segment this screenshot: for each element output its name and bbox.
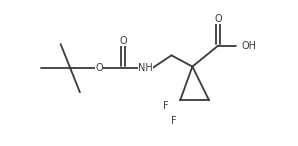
Text: F: F xyxy=(163,101,169,111)
Text: NH: NH xyxy=(138,63,153,73)
Text: O: O xyxy=(119,36,127,46)
Text: F: F xyxy=(171,116,176,126)
Text: O: O xyxy=(214,14,222,24)
Text: OH: OH xyxy=(241,41,256,51)
Text: O: O xyxy=(95,63,103,73)
